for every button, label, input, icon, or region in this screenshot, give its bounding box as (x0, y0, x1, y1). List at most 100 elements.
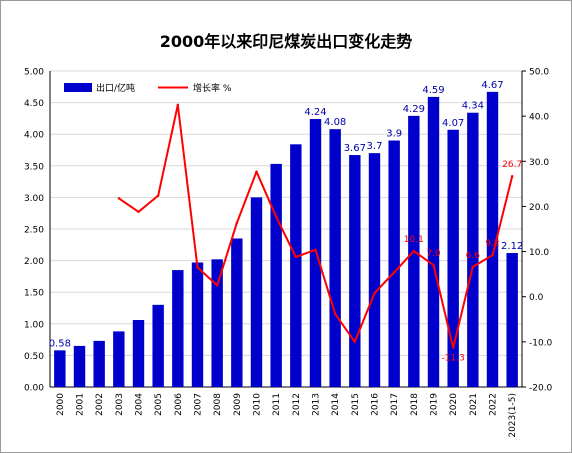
line-value-label: 26.7 (502, 160, 522, 170)
line-value-label: 10.1 (404, 235, 424, 245)
legend-line-label: 增长率 % (193, 82, 232, 94)
bar (506, 253, 518, 387)
bar (211, 259, 223, 387)
x-tick-label: 2014 (331, 393, 341, 416)
bar (349, 155, 361, 387)
bar-value-label: 4.59 (422, 85, 444, 96)
line-point (353, 340, 357, 344)
bar-value-label: 4.24 (304, 107, 326, 118)
x-tick-label: 2013 (312, 393, 322, 416)
line-point (471, 265, 475, 269)
bar (270, 163, 282, 387)
line-point (137, 210, 140, 214)
bar (172, 270, 184, 387)
x-tick-label: 2004 (135, 393, 145, 416)
line-value-label: 7.0 (426, 249, 441, 259)
bar-value-label: 3.67 (344, 143, 366, 154)
x-tick-label: 2023(1-5) (508, 393, 518, 438)
bar (73, 345, 86, 387)
line-value-label: 9.2 (485, 239, 499, 249)
x-tick-label: 2019 (430, 393, 440, 416)
x-tick-label: 2007 (194, 393, 204, 416)
line-point (156, 194, 160, 197)
line-point (314, 248, 317, 251)
bar (93, 340, 105, 387)
line-point (510, 174, 514, 178)
bar-value-label: 4.29 (403, 104, 425, 115)
y-tick-label: 3.50 (24, 162, 44, 172)
y-tick-label: 5.00 (24, 68, 44, 78)
line-point (215, 284, 219, 287)
x-tick-label: 2000 (56, 393, 66, 416)
x-tick-label: 2001 (76, 393, 86, 416)
line-point (432, 263, 435, 267)
bar-value-label: 4.34 (462, 101, 484, 112)
x-tick-label: 2018 (410, 393, 420, 416)
bar (113, 331, 125, 387)
line-point (451, 346, 455, 349)
line-series (117, 103, 514, 349)
line-point (294, 255, 298, 259)
x-tick-label: 2002 (95, 393, 105, 416)
y2-tick-label: 50.0 (529, 68, 549, 78)
line-point (117, 197, 121, 200)
line-point (412, 249, 416, 253)
y-tick-label: 0.00 (24, 384, 44, 394)
line-value-label: 6.6 (466, 251, 481, 261)
line-value-label: -11.3 (442, 354, 465, 364)
line-point (255, 170, 258, 173)
x-tick-label: 2022 (489, 393, 499, 416)
line-point (392, 271, 396, 274)
bar (250, 197, 263, 387)
x-tick-label: 2005 (154, 393, 164, 416)
legend: 出口/亿吨 增长率 % (64, 82, 232, 94)
y-tick-label: 0.50 (24, 352, 44, 362)
bar (191, 262, 204, 387)
x-tick-label: 2017 (390, 393, 400, 416)
data-labels: 0.58 4.244.08 3.67 3.73.9 4.29 4.59 4.07 4.34 4.… (49, 80, 524, 364)
bar (54, 350, 66, 387)
y-tick-label: 1.50 (24, 289, 44, 299)
y2-tick-label: 20.0 (529, 203, 549, 213)
y2-tick-label: 40.0 (529, 113, 549, 123)
bar (427, 96, 440, 388)
y-tick-label: 4.00 (24, 131, 44, 141)
x-tick-label: 2020 (449, 393, 459, 416)
bar-value-label: 3.7 (367, 141, 383, 152)
bar (152, 304, 164, 387)
legend-bar-label: 出口/亿吨 (96, 82, 135, 94)
bar (368, 153, 381, 387)
line-point (373, 291, 376, 295)
bar (132, 320, 145, 387)
bar-value-label: 0.58 (49, 338, 71, 349)
y2-tick-label: 30.0 (529, 158, 549, 168)
x-tick-label: 2009 (233, 393, 243, 416)
line-point (333, 312, 337, 316)
line-point (235, 221, 239, 225)
x-tick-label: 2011 (272, 393, 282, 416)
bar (486, 91, 499, 387)
y2-tick-label: -10.0 (529, 338, 553, 348)
axes: 0.00 0.50 1.00 1.50 2.00 2.50 3.00 3.50 4.00 4.50… (24, 68, 553, 438)
bar-value-label: 2.12 (501, 241, 523, 252)
bar (447, 129, 459, 387)
bar (467, 112, 479, 387)
line-point (176, 103, 180, 107)
chart-title: 2000年以来印尼煤炭出口变化走势 (160, 32, 413, 51)
y-tick-label: 2.50 (24, 226, 44, 236)
line-point (274, 215, 278, 219)
x-tick-label: 2006 (174, 393, 184, 416)
y-tick-label: 3.00 (24, 194, 44, 204)
y-tick-label: 1.00 (24, 320, 44, 330)
line-point (196, 266, 199, 269)
y2-tick-label: -20.0 (529, 384, 553, 394)
bar (388, 140, 400, 387)
bar (329, 129, 341, 388)
y-tick-label: 4.50 (24, 99, 44, 109)
x-tick-label: 2003 (115, 393, 125, 416)
y2-tick-label: 10.0 (529, 248, 549, 258)
y-tick-label: 2.00 (24, 257, 44, 267)
legend-bar-swatch (64, 83, 92, 92)
